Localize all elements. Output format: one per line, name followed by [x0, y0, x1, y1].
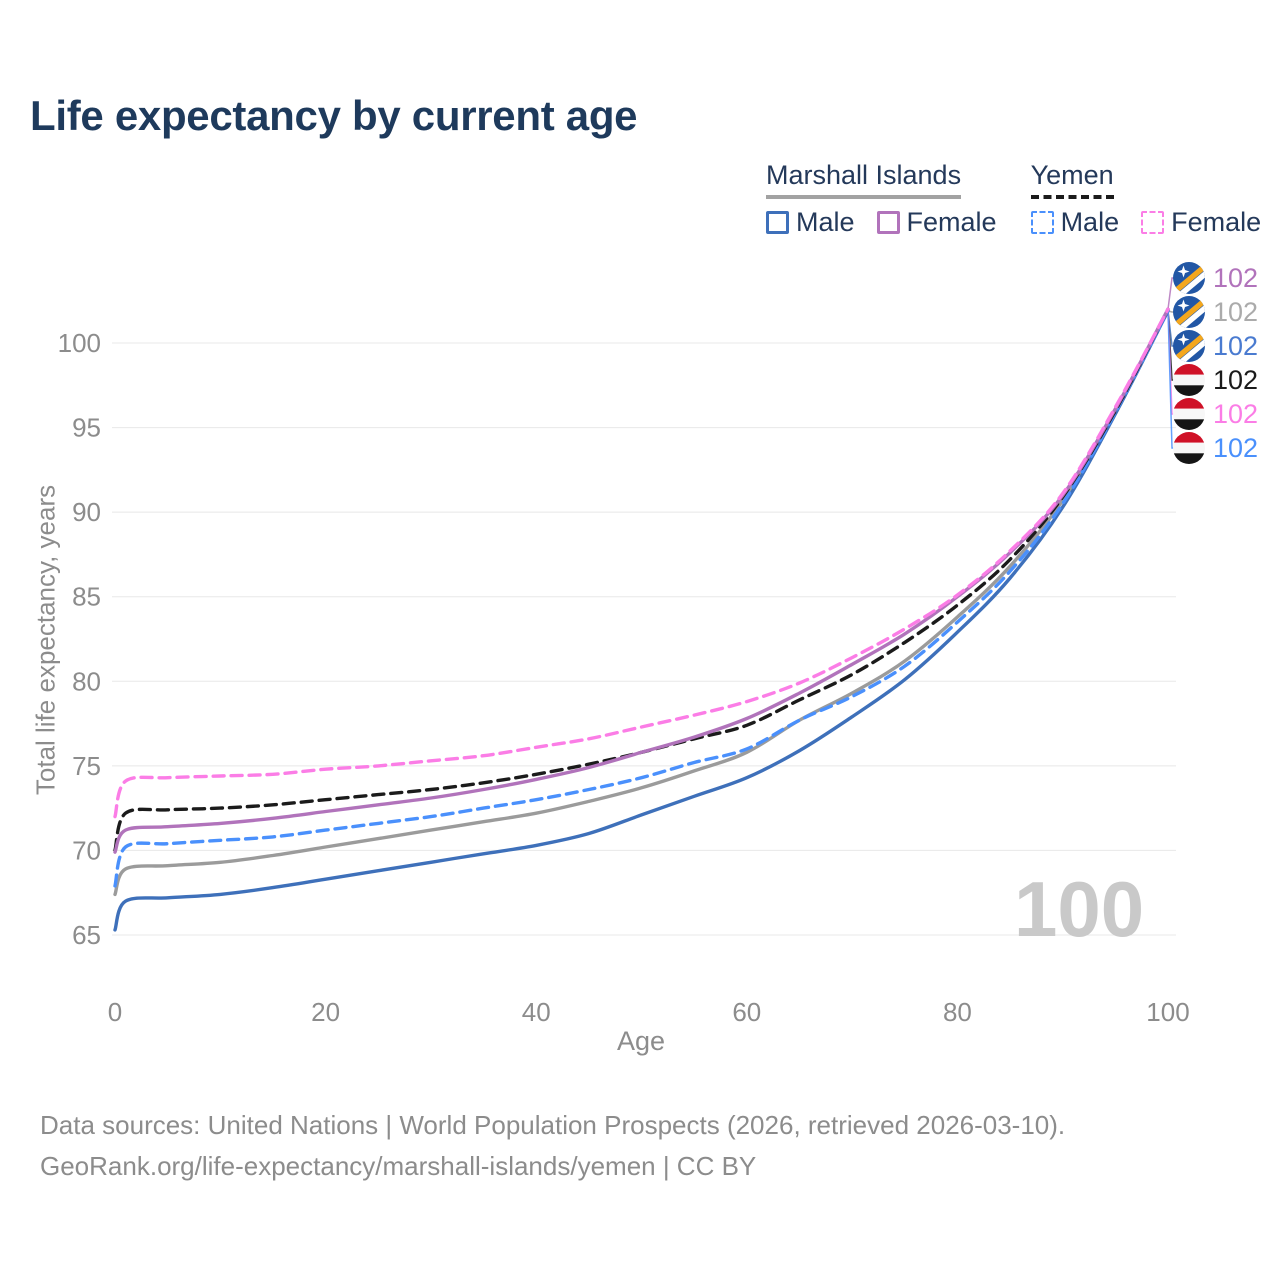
male-solid-swatch-icon [766, 211, 789, 234]
legend-label-male: Male [1060, 207, 1120, 237]
flag-icon-yemen [1173, 364, 1205, 396]
end-label-yemen-female: 102 [1213, 399, 1258, 429]
legend-country-marshall-islands[interactable]: Marshall Islands [766, 160, 962, 199]
series-line-marshall-islands-female[interactable] [113, 307, 1170, 854]
y-axis-title: Total life expectancy, years [30, 484, 61, 796]
legend-item-marshall-islands-female[interactable]: Female [876, 207, 997, 238]
legend-label-female: Female [1171, 207, 1262, 237]
series-line-marshall-islands-male[interactable] [113, 309, 1170, 932]
legend-country-yemen[interactable]: Yemen [1030, 160, 1114, 199]
legend-group-yemen: Yemen Male Female [1030, 160, 1261, 238]
flag-icon-yemen [1173, 398, 1205, 430]
end-label-marshall-islands-both-sexes: 102 [1213, 297, 1258, 327]
end-label-marshall-islands-female: 102 [1213, 263, 1258, 293]
y-tick-label-75: 75 [72, 751, 101, 781]
attribution-line: GeoRank.org/life-expectancy/marshall-isl… [40, 1151, 757, 1181]
flag-icon-marshall-islands [1173, 296, 1205, 328]
series-line-yemen-female[interactable] [113, 307, 1170, 819]
flag-icon-yemen [1173, 432, 1205, 464]
series-line-yemen-male[interactable] [113, 309, 1170, 888]
page-title: Life expectancy by current age [30, 92, 638, 139]
legend-items-yemen: Male Female [1030, 207, 1261, 238]
y-tick-label-85: 85 [72, 582, 101, 612]
female-solid-swatch-icon [876, 211, 900, 234]
x-tick-label-0: 0 [108, 997, 122, 1027]
data-sources-line: Data sources: United Nations | World Pop… [40, 1110, 1066, 1140]
x-axis-title: Age [616, 1026, 666, 1056]
end-label-yemen-male: 102 [1213, 433, 1258, 463]
x-tick-label-60: 60 [732, 997, 761, 1027]
series-line-marshall-islands-both-sexes[interactable] [113, 309, 1170, 897]
x-tick-label-80: 80 [943, 997, 972, 1027]
x-tick-label-40: 40 [522, 997, 551, 1027]
legend-item-marshall-islands-male[interactable]: Male [766, 207, 855, 238]
y-tick-label-95: 95 [72, 413, 101, 443]
end-label-marshall-islands-male: 102 [1213, 331, 1258, 361]
end-label-yemen-both-sexes: 102 [1213, 365, 1258, 395]
y-tick-label-90: 90 [72, 497, 101, 527]
legend: Marshall Islands Male Female Yemen Male [766, 160, 1261, 238]
legend-items-marshall-islands: Male Female [766, 207, 997, 238]
flag-icon-marshall-islands [1173, 262, 1205, 294]
footer: Data sources: United Nations | World Pop… [40, 1105, 1065, 1187]
x-tick-label-100: 100 [1146, 997, 1189, 1027]
legend-item-yemen-female[interactable]: Female [1141, 207, 1261, 238]
legend-group-marshall-islands: Marshall Islands Male Female [766, 160, 997, 238]
y-tick-label-65: 65 [72, 920, 101, 950]
legend-item-yemen-male[interactable]: Male [1030, 207, 1120, 238]
female-dashed-swatch-icon [1141, 211, 1165, 234]
legend-label-male: Male [796, 207, 855, 237]
legend-label-female: Female [906, 207, 997, 237]
y-tick-label-100: 100 [58, 328, 101, 358]
y-tick-label-80: 80 [72, 666, 101, 696]
flag-icon-marshall-islands [1173, 330, 1205, 362]
x-tick-label-20: 20 [311, 997, 340, 1027]
y-tick-label-70: 70 [72, 835, 101, 865]
male-dashed-swatch-icon [1030, 211, 1054, 234]
